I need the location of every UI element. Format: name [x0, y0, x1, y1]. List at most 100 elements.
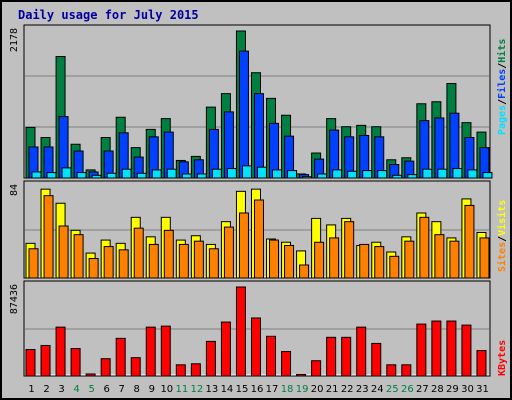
bar-pages-day-12 [196, 173, 207, 179]
panel-1-legend: Pages/Files/Hits [496, 39, 508, 135]
bar-sites-day-22 [344, 221, 355, 279]
bar-kbytes-day-7 [115, 337, 126, 377]
bar-pages-day-15 [241, 165, 252, 179]
bar-kbytes-day-22 [341, 336, 352, 377]
bar-sites-day-17 [269, 239, 280, 279]
x-tick-label: 28 [431, 384, 444, 395]
x-tick-label: 5 [88, 384, 94, 395]
x-tick-label: 16 [251, 384, 264, 395]
bar-sites-day-23 [359, 243, 370, 279]
x-tick-label: 8 [134, 384, 140, 395]
bar-sites-day-25 [389, 255, 400, 279]
legend-separator: / [497, 236, 508, 242]
bar-pages-day-20 [317, 173, 328, 179]
legend-files: Files [496, 69, 508, 99]
bar-kbytes-day-17 [266, 335, 277, 377]
bar-sites-day-10 [163, 229, 174, 279]
bar-files-day-16 [253, 93, 264, 179]
x-tick-label: 30 [461, 384, 474, 395]
x-tick-label: 17 [266, 384, 279, 395]
bar-kbytes-day-3 [55, 326, 66, 377]
x-tick-label: 24 [371, 384, 384, 395]
bar-pages-day-14 [226, 168, 237, 179]
bar-pages-day-27 [422, 168, 433, 179]
bar-sites-day-5 [88, 258, 99, 279]
x-tick-label: 27 [416, 384, 429, 395]
bar-sites-day-20 [314, 241, 325, 279]
x-tick-label: 18 [281, 384, 294, 395]
bar-pages-day-31 [482, 172, 493, 179]
x-tick-label: 4 [73, 384, 79, 395]
bar-pages-day-1 [31, 171, 42, 179]
x-tick-label: 7 [119, 384, 125, 395]
bar-kbytes-day-8 [130, 357, 141, 377]
x-tick-label: 2 [43, 384, 49, 395]
x-tick-label: 26 [401, 384, 414, 395]
x-tick-label: 11 [175, 384, 188, 395]
bar-pages-day-11 [181, 173, 192, 179]
bar-kbytes-day-18 [281, 351, 292, 377]
bar-sites-day-6 [103, 246, 114, 279]
bar-kbytes-day-11 [175, 364, 186, 377]
legend-visits: Visits [496, 200, 508, 236]
x-tick-label: 6 [103, 384, 109, 395]
bar-sites-day-4 [73, 234, 84, 279]
bar-sites-day-11 [178, 243, 189, 279]
bar-pages-day-2 [46, 172, 57, 179]
bar-kbytes-day-28 [431, 320, 442, 377]
bar-pages-day-28 [437, 168, 448, 179]
bar-pages-day-24 [377, 170, 388, 179]
bar-pages-day-30 [467, 169, 478, 179]
bar-pages-day-26 [407, 174, 418, 179]
bar-kbytes-day-13 [205, 340, 216, 377]
bar-pages-day-17 [272, 169, 283, 179]
x-tick-label: 14 [221, 384, 234, 395]
bar-pages-day-6 [106, 172, 117, 179]
bar-sites-day-13 [208, 248, 219, 279]
x-tick-label: 15 [236, 384, 249, 395]
bar-sites-day-16 [253, 199, 264, 279]
bar-sites-day-9 [148, 243, 159, 279]
panel-1-ymax-label: 2178 [9, 28, 20, 52]
bar-kbytes-day-21 [326, 336, 337, 377]
bar-sites-day-30 [464, 204, 475, 279]
x-tick-label: 19 [296, 384, 309, 395]
legend-pages: Pages [497, 105, 508, 135]
bar-kbytes-day-14 [220, 321, 231, 377]
bar-pages-day-5 [91, 174, 102, 179]
legend-sites: Sites [496, 242, 508, 272]
bar-kbytes-day-19 [296, 373, 307, 377]
bar-sites-day-7 [118, 249, 129, 279]
x-tick-label: 13 [206, 384, 219, 395]
bar-sites-day-8 [133, 227, 144, 279]
legend-separator: / [497, 99, 508, 105]
bar-pages-day-3 [61, 167, 72, 179]
bar-sites-day-12 [193, 240, 204, 279]
bar-pages-day-9 [151, 169, 162, 179]
bar-sites-day-26 [404, 240, 415, 279]
bar-kbytes-day-10 [160, 325, 171, 377]
bar-sites-day-18 [284, 245, 295, 279]
bar-kbytes-day-16 [250, 317, 261, 377]
bar-sites-day-1 [28, 248, 39, 279]
bar-kbytes-day-29 [446, 320, 457, 377]
x-tick-label: 29 [446, 384, 459, 395]
bar-kbytes-day-2 [40, 344, 51, 377]
bar-pages-day-16 [256, 166, 267, 179]
bar-pages-day-21 [332, 169, 343, 179]
x-tick-label: 1 [28, 384, 34, 395]
legend-separator: / [497, 63, 508, 69]
chart-title: Daily usage for July 2015 [18, 8, 199, 22]
bar-kbytes-day-5 [85, 373, 96, 377]
bar-pages-day-18 [287, 170, 298, 179]
bar-pages-day-7 [121, 168, 132, 179]
x-tick-label: 10 [160, 384, 173, 395]
bar-sites-day-15 [238, 212, 249, 279]
legend-kbytes: KBytes [497, 340, 508, 376]
bar-pages-day-10 [166, 168, 177, 179]
x-tick-label: 25 [386, 384, 399, 395]
bar-sites-day-28 [434, 234, 445, 279]
bar-sites-day-19 [299, 264, 310, 279]
panel-3-legend: KBytes [497, 340, 508, 376]
